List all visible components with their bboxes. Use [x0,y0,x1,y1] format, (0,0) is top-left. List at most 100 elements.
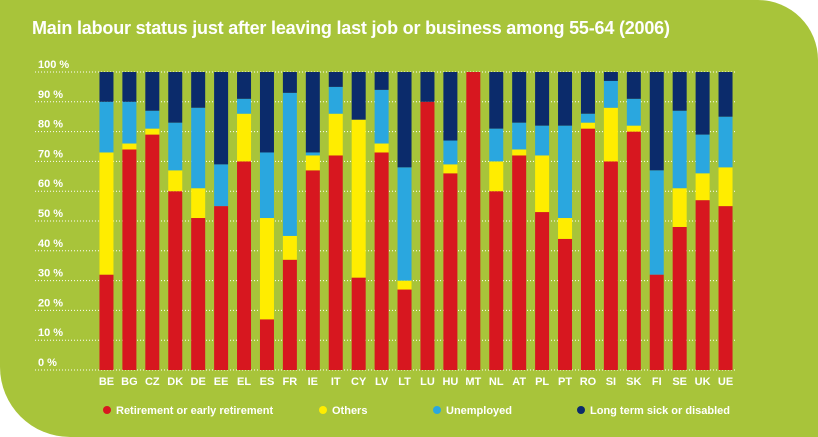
x-tick-label: CY [351,376,367,388]
bar-segment [603,80,618,108]
legend-marker [577,406,585,414]
bar-segment [558,218,573,239]
bar-segment [443,72,458,141]
bar-segment [512,122,527,150]
bar-segment [122,143,137,150]
bar-segment [282,259,297,370]
bar-segment [603,161,618,370]
bar-segment [99,101,114,153]
x-tick-label: HU [442,376,458,388]
bar-segment [282,72,297,93]
bar-segment [99,152,114,275]
x-tick-label: MT [465,376,481,388]
bar-segment [580,113,595,123]
bar-segment [397,289,412,370]
bar-segment [305,170,320,370]
bar-segment [122,72,137,102]
bar-segment [718,72,733,117]
x-tick-label: FI [652,376,662,388]
bar-segment [168,170,183,192]
legend-label: Others [332,405,367,417]
bar-segment [191,107,206,189]
bar-segment [626,125,641,132]
bar-segment [237,161,252,370]
bar-segment [351,277,366,370]
bar-segment [237,98,252,114]
y-tick-label: 20 % [38,297,63,309]
bar-segment [512,149,527,156]
y-tick-label: 50 % [38,208,63,220]
bar-segment [99,72,114,102]
bar-segment [626,131,641,370]
bar-segment [237,113,252,162]
bar-segment [649,170,664,275]
bar-segment [626,98,641,126]
bar-segment [191,218,206,370]
x-tick-label: IE [308,376,318,388]
bar-segment [535,155,550,213]
bar-segment [535,125,550,156]
bar-segment [214,206,229,370]
x-tick-label: RO [580,376,597,388]
y-tick-label: 30 % [38,268,63,280]
x-tick-label: EE [214,376,229,388]
x-tick-label: SI [606,376,616,388]
legend-label: Long term sick or disabled [590,405,730,417]
bar-segment [145,128,160,135]
bar-segment [489,128,504,162]
bar-segment [718,167,733,207]
y-tick-label: 0 % [38,357,57,369]
bar-segment [718,116,733,168]
x-tick-label: LU [420,376,435,388]
bar-segment [328,72,343,87]
bar-segment [489,72,504,129]
bar-segment [397,280,412,290]
bar-segment [489,191,504,370]
bar-segment [580,122,595,129]
bar-segment [626,72,641,99]
bar-segment [535,212,550,370]
bar-segment [237,72,252,99]
y-tick-label: 80 % [38,119,63,131]
bar-segment [374,89,389,144]
x-tick-label: CZ [145,376,160,388]
bar-segment [328,155,343,370]
x-tick-label: DE [191,376,206,388]
bar-segment [168,191,183,370]
bar-segment [580,128,595,370]
bar-segment [351,119,366,278]
bar-segment [328,86,343,114]
bar-segment [695,72,710,135]
x-tick-label: SE [672,376,687,388]
bar-segment [259,218,274,320]
bar-segment [443,140,458,165]
legend-label: Retirement or early retirement [116,405,273,417]
bar-segment [122,101,137,144]
bar-segment [328,113,343,156]
bar-segment [397,167,412,281]
bar-segment [718,206,733,370]
x-tick-label: NL [489,376,504,388]
bar-segment [259,72,274,153]
bar-segment [191,188,206,219]
bar-segment [649,274,664,370]
legend-marker [433,406,441,414]
x-tick-label: BG [121,376,138,388]
bar-segment [535,72,550,126]
bar-segment [122,149,137,370]
x-tick-label: BE [99,376,114,388]
bar-segment [351,72,366,120]
bar-segment [145,110,160,129]
bar-segment [672,72,687,111]
bar-segment [649,72,664,171]
bar-segment [443,164,458,174]
y-tick-label: 100 % [38,59,69,71]
bar-segment [672,188,687,227]
bar-segment [305,152,320,156]
x-tick-label: UE [718,376,733,388]
bar-segment [259,319,274,370]
bar-segment [558,72,573,126]
x-tick-label: DK [167,376,183,388]
bar-segment [168,72,183,123]
